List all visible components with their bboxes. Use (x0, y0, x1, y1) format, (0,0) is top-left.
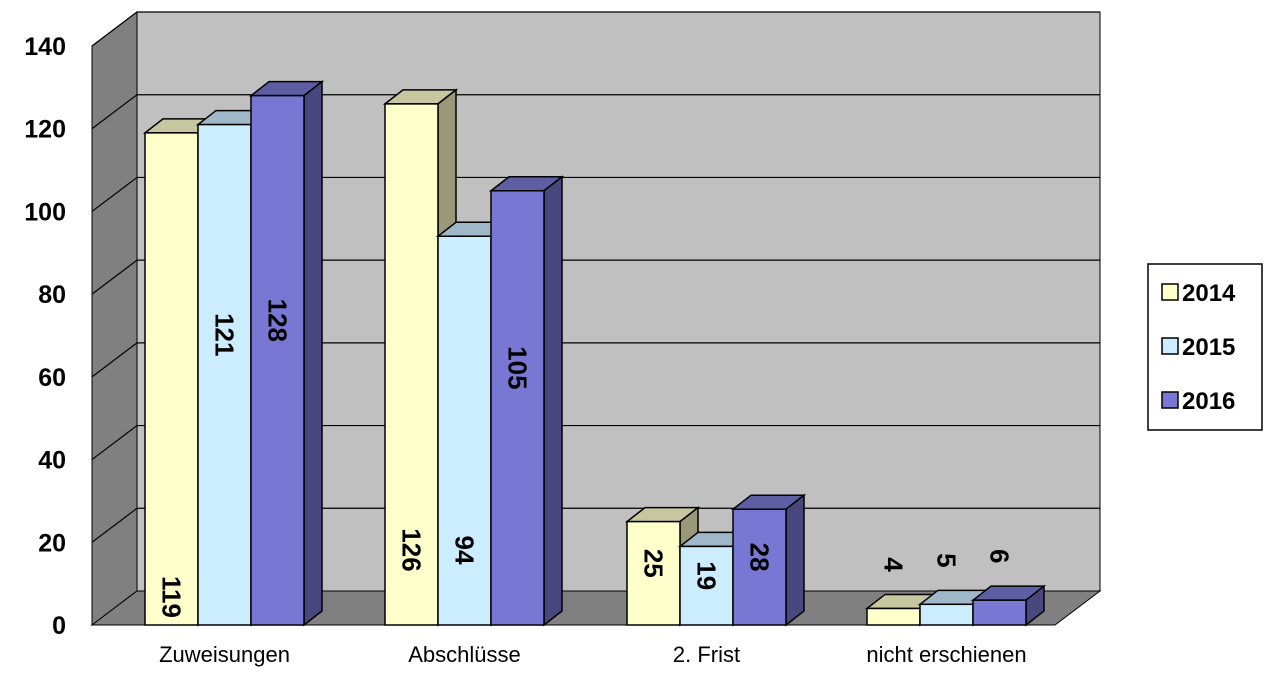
bar-side (785, 493, 805, 627)
legend-swatch (1161, 337, 1179, 355)
data-label: 6 (985, 549, 1015, 563)
bar (197, 123, 252, 626)
y-tick-label: 20 (38, 529, 66, 557)
gridline-side (91, 342, 138, 378)
data-label: 121 (210, 313, 240, 356)
data-label: 94 (450, 536, 480, 565)
y-tick-label: 40 (38, 447, 66, 475)
bar (866, 607, 921, 626)
bar (732, 508, 787, 626)
data-label: 4 (879, 557, 909, 572)
gridline-side (91, 176, 138, 212)
data-label: 105 (503, 346, 533, 389)
legend-label: 2014 (1182, 280, 1236, 307)
bar-side (543, 175, 563, 627)
data-label: 126 (397, 528, 427, 571)
legend-swatch (1161, 283, 1179, 301)
y-tick-label: 0 (52, 612, 66, 640)
bar (972, 599, 1027, 626)
x-tick-label: Zuweisungen (159, 642, 290, 667)
legend-swatch (1161, 391, 1179, 409)
data-label: 25 (639, 549, 669, 578)
bar-side (303, 80, 323, 627)
y-tick-label: 140 (24, 33, 66, 61)
side-wall (91, 10, 138, 627)
bar (437, 235, 492, 626)
data-label: 119 (157, 576, 187, 618)
y-tick-label: 80 (38, 281, 66, 309)
bar (384, 103, 439, 626)
gridline-side (91, 507, 138, 543)
bar (144, 132, 199, 626)
legend-label: 2016 (1182, 388, 1235, 415)
gridline-side (91, 259, 138, 295)
gridline-side (91, 425, 138, 461)
data-label: 5 (932, 553, 962, 567)
y-tick-label: 120 (24, 116, 66, 144)
x-tick-label: 2. Frist (673, 642, 740, 667)
data-label: 128 (263, 299, 293, 342)
data-label: 28 (745, 543, 775, 572)
bar (919, 603, 974, 626)
gridline-side (91, 11, 138, 47)
y-tick-label: 100 (24, 198, 66, 226)
data-label: 19 (692, 561, 722, 590)
y-tick-label: 60 (38, 364, 66, 392)
bar (250, 94, 305, 626)
legend-label: 2015 (1182, 334, 1235, 361)
bar (626, 520, 681, 626)
x-tick-label: Abschlüsse (408, 642, 521, 667)
gridline-side (91, 94, 138, 130)
x-tick-label: nicht erschienen (866, 642, 1026, 667)
bar (490, 190, 545, 626)
